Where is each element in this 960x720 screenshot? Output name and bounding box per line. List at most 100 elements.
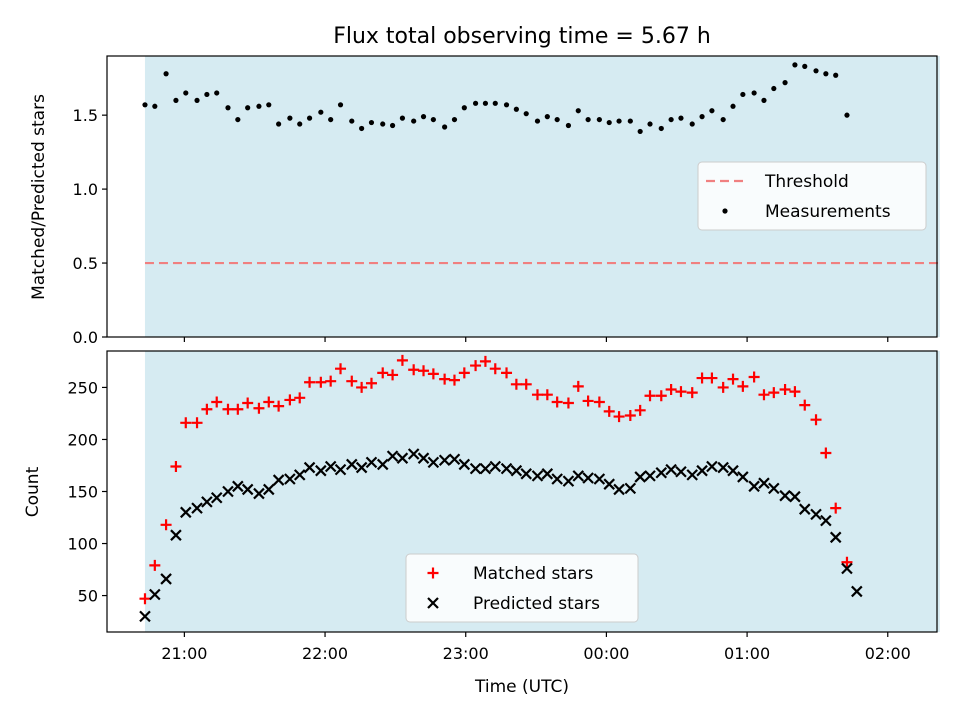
matched-star-point [191,417,203,429]
measurement-point [225,105,231,111]
matched-star-point [727,373,739,385]
matched-star-point [779,384,791,396]
matched-star-point [489,363,501,375]
legend-label: Measurements [765,202,891,222]
measurement-point [389,122,396,129]
predicted-star-point [417,452,430,464]
predicted-star-point [386,450,399,462]
measurement-point [442,124,448,130]
matched-star-point [717,381,729,393]
y-tick-label: 0.5 [73,254,98,273]
matched-star-point [160,519,172,531]
legend-box [697,161,927,231]
measurement-point [833,72,839,78]
x-tick-label: 00:00 [583,644,629,663]
measurement-point [472,100,479,106]
measurement-point [554,116,560,123]
predicted-star-point [180,506,192,519]
matched-star-point [201,403,213,415]
measurement-point [813,68,819,74]
predicted-star-point [737,471,749,483]
predicted-star-point [315,464,327,477]
measurement-point [287,115,293,121]
measurement-point [782,80,788,86]
measurement-point [163,71,169,77]
predicted-star-point [253,487,265,500]
predicted-star-point [820,514,832,527]
matched-star-point [377,367,389,379]
measurement-point [306,115,313,121]
matched-star-point [448,374,460,386]
matched-star-point [531,389,543,401]
predicted-star-point [365,456,378,469]
x-tick-label: 21:00 [161,644,207,663]
predicted-star-point [810,508,822,521]
matched-star-point [810,414,822,426]
predicted-star-point [191,502,203,514]
predicted-star-point [284,473,296,485]
top-y-axis-label: Matched/Predicted stars [29,94,49,300]
predicted-star-point [160,573,172,585]
matched-star-point [582,395,594,407]
predicted-star-point [686,469,698,481]
predicted-star-point [263,483,275,496]
measurement-point [297,121,303,127]
matched-star-point [284,394,296,406]
measurement-point [565,122,572,129]
measurement-point [399,115,406,121]
matched-star-point [253,402,265,414]
measurement-point [740,91,746,98]
matched-star-point [551,396,563,408]
matched-star-point [387,369,399,381]
axes-frame [106,350,938,633]
predicted-star-point [232,480,244,493]
matched-star-point [768,387,780,399]
matched-star-point [139,593,151,605]
measurement-point [380,121,386,127]
predicted-star-point [293,469,306,481]
measurement-point [668,116,674,123]
matched-star-point [149,559,161,571]
predicted-star-point [427,456,440,469]
matched-star-point [706,372,718,384]
measurement-point [337,102,344,108]
matched-star-point [427,368,439,380]
matched-star-point [737,380,749,392]
matched-star-point [439,373,451,385]
matched-star-point [696,372,708,384]
matched-star-point [501,367,513,379]
predicted-star-point [396,452,409,464]
measurement-point [699,114,705,120]
y-tick-label: 1.0 [73,180,98,199]
matched-star-point [458,367,470,379]
measurement-point [256,103,262,109]
x-tick-label: 23:00 [443,644,489,663]
y-tick-label: 200 [67,430,98,449]
predicted-star-point [139,610,151,623]
predicted-star-point [438,454,451,467]
measurement-point [430,116,436,123]
predicted-star-point [272,474,285,486]
predicted-star-point [346,458,358,471]
y-tick-label: 50 [78,587,98,606]
predicted-star-point [696,464,708,477]
predicted-star-point [655,466,668,479]
matched-star-point [273,400,285,412]
matched-star-point [263,396,275,408]
predicted-star-point [613,483,625,496]
matched-star-point [180,417,192,429]
measurement-point [503,102,510,108]
matched-star-point [396,354,408,366]
predicted-star-point [355,461,368,474]
measurement-point [349,118,355,124]
y-tick-label: 250 [67,378,98,397]
measurement-point [482,100,489,106]
predicted-star-point [489,460,502,473]
predicted-star-point [675,465,687,478]
legend-label: Predicted stars [473,594,600,614]
matched-star-point [294,392,306,404]
predicted-star-point [479,462,492,475]
matched-star-point [665,384,677,396]
measurement-point [606,119,612,126]
legend-box [405,553,639,623]
